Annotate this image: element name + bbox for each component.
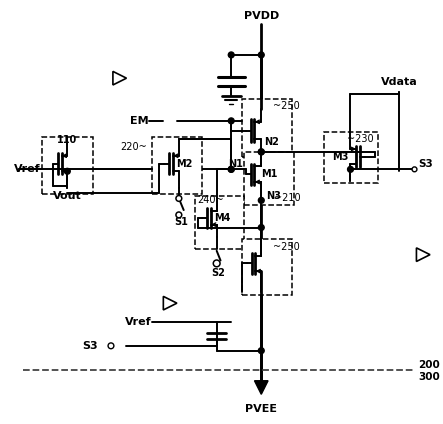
Text: PVDD: PVDD xyxy=(244,11,279,21)
Bar xyxy=(242,98,292,157)
Circle shape xyxy=(258,198,264,203)
Text: Vout: Vout xyxy=(53,192,82,201)
Text: ~250: ~250 xyxy=(273,242,300,252)
Circle shape xyxy=(64,168,70,174)
Text: ~250: ~250 xyxy=(273,101,300,111)
Text: 240~: 240~ xyxy=(197,195,224,205)
Text: PVEE: PVEE xyxy=(245,404,277,414)
Text: Vref: Vref xyxy=(125,317,152,326)
Text: S1: S1 xyxy=(174,217,188,227)
Text: EM: EM xyxy=(130,116,148,126)
Circle shape xyxy=(258,348,264,354)
Circle shape xyxy=(176,212,182,218)
Text: S2: S2 xyxy=(212,268,225,278)
Circle shape xyxy=(228,167,234,172)
Text: N2: N2 xyxy=(264,137,280,147)
Text: M3: M3 xyxy=(332,152,348,162)
Circle shape xyxy=(412,167,417,172)
Bar xyxy=(42,137,93,194)
Circle shape xyxy=(258,149,264,155)
Text: Vref: Vref xyxy=(14,165,41,174)
Text: M4: M4 xyxy=(214,213,231,223)
Text: 110: 110 xyxy=(57,135,78,145)
Circle shape xyxy=(213,260,220,267)
Circle shape xyxy=(228,167,234,172)
Text: M1: M1 xyxy=(261,169,277,179)
Circle shape xyxy=(348,167,354,172)
Text: M2: M2 xyxy=(176,159,193,168)
Circle shape xyxy=(258,225,264,230)
Text: ~230: ~230 xyxy=(347,134,373,144)
Circle shape xyxy=(258,149,264,155)
Circle shape xyxy=(108,343,114,349)
Text: S3: S3 xyxy=(83,341,98,351)
Text: 200: 200 xyxy=(418,360,440,370)
Text: Vdata: Vdata xyxy=(381,77,417,87)
Polygon shape xyxy=(254,381,268,394)
Text: 300: 300 xyxy=(418,372,440,382)
Circle shape xyxy=(258,52,264,58)
Circle shape xyxy=(228,118,234,124)
Circle shape xyxy=(228,52,234,58)
Bar xyxy=(244,152,294,205)
Text: S3: S3 xyxy=(418,159,432,170)
Bar xyxy=(195,195,244,249)
Text: ~210: ~210 xyxy=(274,193,301,204)
Bar xyxy=(242,239,292,296)
Bar xyxy=(152,137,202,194)
Text: N3: N3 xyxy=(266,192,281,201)
Bar xyxy=(324,132,377,183)
Text: 220~: 220~ xyxy=(120,142,147,152)
Circle shape xyxy=(176,195,182,201)
Text: N1: N1 xyxy=(228,159,242,168)
